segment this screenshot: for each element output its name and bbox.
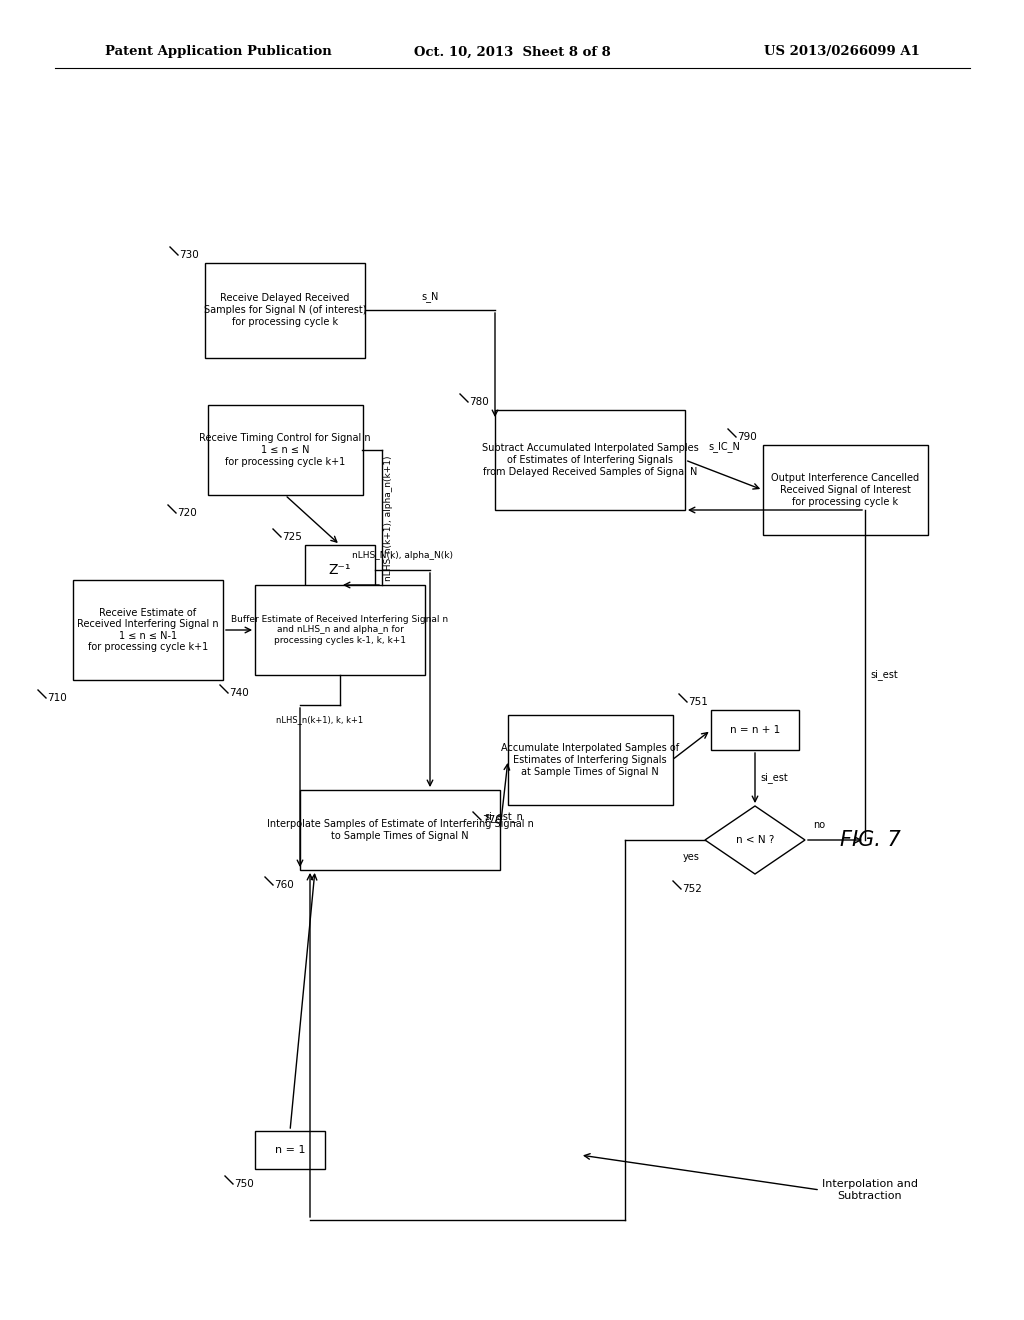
Text: 752: 752 [682, 884, 701, 894]
Text: Buffer Estimate of Received Interfering Signal n
and nLHS_n and alpha_n for
proc: Buffer Estimate of Received Interfering … [231, 615, 449, 645]
Text: Subtract Accumulated Interpolated Samples
of Estimates of Interfering Signals
fr: Subtract Accumulated Interpolated Sample… [481, 444, 698, 477]
Text: 751: 751 [688, 697, 708, 708]
Text: n = n + 1: n = n + 1 [730, 725, 780, 735]
Polygon shape [705, 807, 805, 874]
Text: n = 1: n = 1 [274, 1144, 305, 1155]
Text: nLHS_n(k+1), k, k+1: nLHS_n(k+1), k, k+1 [276, 715, 364, 723]
Text: si_est: si_est [870, 669, 898, 680]
Text: 750: 750 [234, 1179, 254, 1189]
Text: 710: 710 [47, 693, 67, 704]
Text: yes: yes [683, 851, 700, 862]
Text: si_est_n: si_est_n [484, 810, 523, 822]
Bar [305, 545, 375, 595]
Text: FIG. 7: FIG. 7 [840, 830, 900, 850]
Bar [208, 405, 362, 495]
Text: no: no [813, 820, 825, 830]
Text: Output Interference Cancelled
Received Signal of Interest
for processing cycle k: Output Interference Cancelled Received S… [771, 474, 920, 507]
Text: 780: 780 [469, 397, 488, 407]
Text: Interpolate Samples of Estimate of Interfering Signal n
to Sample Times of Signa: Interpolate Samples of Estimate of Inter… [266, 820, 534, 841]
Bar [205, 263, 365, 358]
Text: 770: 770 [482, 814, 502, 825]
Text: 790: 790 [737, 432, 757, 442]
Bar [763, 445, 928, 535]
Text: Interpolation and
Subtraction: Interpolation and Subtraction [822, 1179, 918, 1201]
Text: s_N: s_N [421, 292, 438, 302]
Bar [495, 411, 685, 510]
Text: 720: 720 [177, 508, 197, 517]
Bar [255, 585, 425, 675]
Text: 730: 730 [179, 249, 199, 260]
Text: Receive Timing Control for Signal n
1 ≤ n ≤ N
for processing cycle k+1: Receive Timing Control for Signal n 1 ≤ … [200, 433, 371, 466]
Bar [508, 715, 673, 805]
Text: US 2013/0266099 A1: US 2013/0266099 A1 [764, 45, 920, 58]
Bar [73, 579, 223, 680]
Text: n < N ?: n < N ? [736, 836, 774, 845]
Bar [711, 710, 799, 750]
Text: nLHS_N(k), alpha_N(k): nLHS_N(k), alpha_N(k) [351, 550, 453, 560]
Text: si_est: si_est [760, 772, 787, 784]
Text: 760: 760 [274, 880, 294, 890]
Text: Oct. 10, 2013  Sheet 8 of 8: Oct. 10, 2013 Sheet 8 of 8 [414, 45, 610, 58]
Text: 740: 740 [229, 688, 249, 698]
Text: Patent Application Publication: Patent Application Publication [105, 45, 332, 58]
Text: Accumulate Interpolated Samples of
Estimates of Interfering Signals
at Sample Ti: Accumulate Interpolated Samples of Estim… [501, 743, 679, 776]
Bar [300, 789, 500, 870]
Text: Z⁻¹: Z⁻¹ [329, 564, 351, 577]
Text: s_IC_N: s_IC_N [708, 441, 740, 451]
Bar [255, 1131, 325, 1170]
Text: nLHS_n(k+1), alpha_n(k+1): nLHS_n(k+1), alpha_n(k+1) [384, 455, 393, 581]
Text: Receive Estimate of
Received Interfering Signal n
1 ≤ n ≤ N-1
for processing cyc: Receive Estimate of Received Interfering… [77, 607, 219, 652]
Text: Receive Delayed Received
Samples for Signal N (of interest)
for processing cycle: Receive Delayed Received Samples for Sig… [204, 293, 367, 326]
Text: 725: 725 [282, 532, 302, 543]
